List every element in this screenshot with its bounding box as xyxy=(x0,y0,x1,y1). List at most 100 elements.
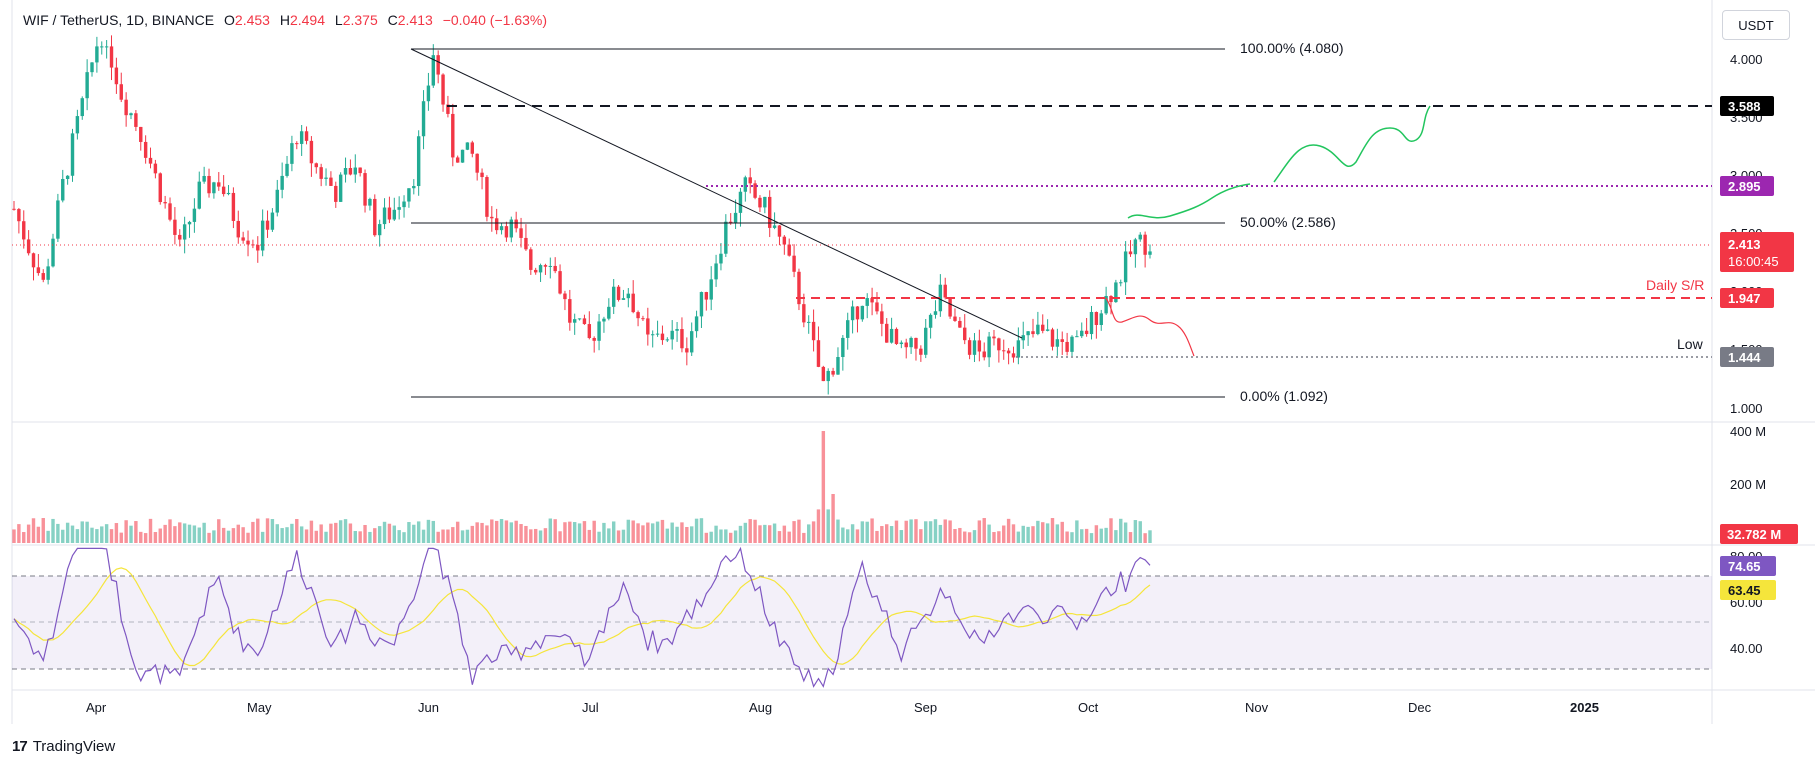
candle-body xyxy=(75,116,80,134)
candle-body xyxy=(295,143,299,145)
volume-bar xyxy=(343,519,348,543)
volume-bar xyxy=(309,520,314,543)
volume-bar xyxy=(685,526,689,543)
candle-body xyxy=(924,327,928,355)
volume-bar xyxy=(187,524,192,543)
volume-bar xyxy=(231,528,236,543)
volume-bar xyxy=(826,509,830,543)
volume-bar xyxy=(631,520,635,543)
currency-button[interactable]: USDT xyxy=(1722,10,1790,40)
volume-bar xyxy=(1143,533,1147,543)
volume-bar xyxy=(1002,525,1006,543)
candle-body xyxy=(402,201,406,208)
volume-bar xyxy=(465,529,470,543)
volume-bar xyxy=(626,519,631,543)
candle-body xyxy=(836,357,840,375)
candle-body xyxy=(568,299,572,323)
volume-bar xyxy=(909,519,913,543)
low-value: 2.375 xyxy=(342,12,378,28)
candle-body xyxy=(519,228,523,238)
candle-body xyxy=(1138,234,1142,240)
candle-body xyxy=(1006,350,1011,354)
volume-bar xyxy=(846,529,850,543)
volume-bar xyxy=(412,524,416,543)
candle-body xyxy=(1065,341,1069,352)
volume-bar xyxy=(646,522,650,543)
volume-bar xyxy=(402,532,406,543)
volume-bar xyxy=(22,532,26,543)
volume-bar xyxy=(836,519,840,543)
candle-body xyxy=(1109,295,1113,303)
volume-bar xyxy=(802,532,806,543)
candle-body xyxy=(309,140,314,164)
volume-bar xyxy=(699,518,704,543)
tradingview-brand[interactable]: 17 TradingView xyxy=(12,738,115,755)
volume-bar xyxy=(260,531,265,543)
candle-body xyxy=(714,263,718,280)
daily-sr-badge-bg xyxy=(1720,288,1774,308)
volume-bar xyxy=(504,520,509,543)
time-tick-nov: Nov xyxy=(1245,700,1269,715)
volume-bar xyxy=(821,431,826,543)
candle-body xyxy=(455,157,460,163)
candle-body xyxy=(587,324,592,339)
candle-body xyxy=(977,340,982,352)
volume-bar xyxy=(919,529,923,543)
candle-body xyxy=(377,224,382,236)
candle-body xyxy=(592,338,596,341)
volume-bar xyxy=(904,520,908,543)
volume-bar xyxy=(202,522,206,543)
volume-bar xyxy=(168,519,172,543)
daily-sr-label: Daily S/R xyxy=(1646,277,1704,293)
volume-bar xyxy=(792,521,796,543)
volume-bar xyxy=(558,531,562,543)
candlesticks xyxy=(12,35,1152,395)
candle-body xyxy=(841,337,845,358)
volume-bar xyxy=(139,531,143,543)
volume-bar xyxy=(860,521,865,543)
volume-bar xyxy=(114,523,119,543)
volume-bar xyxy=(441,529,445,543)
volume-bar xyxy=(290,523,294,543)
volume-bar xyxy=(104,524,109,543)
candle-body xyxy=(768,196,772,228)
volume-bar xyxy=(236,524,240,543)
candle-body xyxy=(1055,339,1060,347)
symbol-title[interactable]: WIF / TetherUS, 1D, BINANCE xyxy=(23,12,215,28)
time-tick-aug: Aug xyxy=(749,700,772,715)
candle-body xyxy=(382,207,387,225)
volume-bar xyxy=(1055,524,1060,543)
volume-bar xyxy=(885,524,889,543)
candle-body xyxy=(1026,331,1030,336)
volume-bar xyxy=(61,529,65,543)
volume-bar xyxy=(850,524,855,543)
volume-bar xyxy=(329,523,333,543)
volume-bar xyxy=(967,532,972,543)
candle-body xyxy=(1075,336,1079,338)
candle-body xyxy=(548,265,553,267)
volume-bar xyxy=(655,521,660,543)
volume-bar xyxy=(1123,522,1128,543)
volume-bar xyxy=(1065,531,1069,543)
candle-body xyxy=(802,304,806,323)
candle-body xyxy=(738,191,743,213)
time-tick-sep: Sep xyxy=(914,700,937,715)
volume-bar xyxy=(397,530,401,543)
volume-tick-200m: 200 M xyxy=(1730,477,1766,492)
candle-body xyxy=(963,327,967,341)
candle-body xyxy=(860,305,865,320)
volume-bar xyxy=(889,526,894,543)
volume-bar xyxy=(197,527,201,543)
volume-bar xyxy=(31,518,36,543)
volume-bar xyxy=(816,509,821,543)
candle-body xyxy=(168,203,172,220)
volume-bar xyxy=(1099,528,1103,543)
candle-body xyxy=(343,168,348,175)
volume-bar xyxy=(319,524,323,543)
candle-body xyxy=(421,101,426,137)
volume-bar xyxy=(446,529,450,543)
volume-bar xyxy=(982,518,986,543)
volume-bar xyxy=(977,520,982,543)
volume-bar xyxy=(743,522,748,543)
